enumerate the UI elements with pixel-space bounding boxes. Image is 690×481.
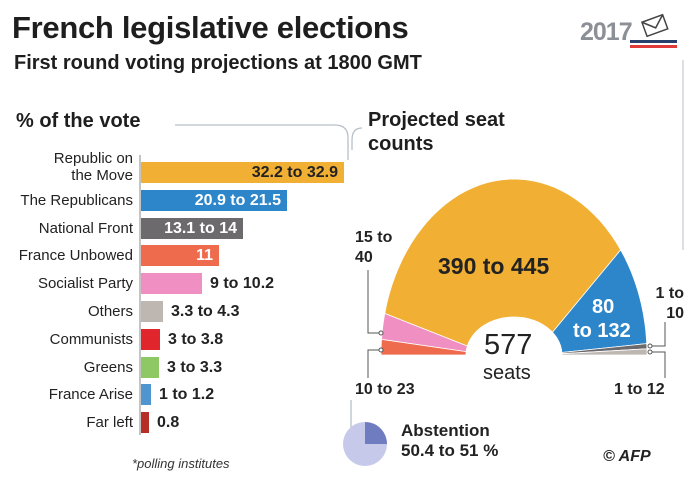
leader-line	[650, 322, 666, 347]
vote-bar	[141, 384, 151, 406]
vote-bar	[141, 356, 159, 378]
party-label: Others	[88, 303, 133, 320]
party-label-line: The Republicans	[20, 191, 133, 209]
party-label-line: National Front	[38, 219, 133, 237]
footnote: *polling institutes	[132, 456, 230, 471]
party-label-line: Republic on	[53, 150, 133, 167]
abstention-title: Abstention	[401, 421, 490, 440]
logo-year: 2017	[580, 18, 633, 46]
party-label: Communists	[50, 331, 133, 348]
vote-value-label: 3 to 3.3	[167, 358, 223, 376]
vote-bar	[141, 328, 160, 350]
abstention-pie-slice	[365, 422, 387, 444]
leader-line	[367, 270, 381, 334]
seat-slice	[561, 348, 648, 356]
leader-dot	[378, 347, 384, 353]
party-label-line: Communists	[49, 330, 133, 348]
vote-bar	[141, 273, 202, 295]
party-label: France Arise	[49, 386, 133, 403]
party-label-line: Greens	[83, 358, 133, 376]
vote-value-label: 0.8	[157, 414, 180, 432]
abstention-pie	[343, 422, 387, 466]
vote-value-label: 32.2 to 32.9	[251, 164, 338, 181]
vote-value-label: 20.9 to 21.5	[194, 191, 281, 209]
vote-value-label: 9 to 10.2	[210, 275, 275, 293]
party-label-line: Socialist Party	[37, 275, 133, 293]
seat-slice	[561, 343, 648, 355]
vote-value-label: 1 to 1.2	[159, 386, 215, 404]
party-label: National Front	[39, 220, 133, 237]
party-label: France Unbowed	[19, 247, 133, 264]
vote-value-label: 3 to 3.8	[168, 330, 224, 348]
vote-bar	[141, 412, 149, 434]
party-label: Socialist Party	[38, 275, 133, 292]
seat-label-ps: 15 to 40	[355, 229, 393, 266]
party-label: Greens	[84, 359, 133, 376]
vote-bar	[141, 301, 163, 322]
party-label-line: France Arise	[48, 386, 133, 404]
afp-credit: © AFP	[603, 448, 651, 465]
seat-label-fi: 10 to 23	[355, 381, 415, 398]
abstention-value: 50.4 to 51 %	[401, 441, 499, 460]
leader-dot	[378, 330, 384, 336]
vote-section-title: % of the vote	[16, 110, 141, 132]
total-seats: 577	[484, 329, 533, 361]
seat-label-others: 1 to 12	[614, 381, 665, 398]
vote-value-label: 3.3 to 4.3	[171, 303, 240, 320]
seat-label-fn: 1 to 10	[655, 285, 684, 322]
vote-bar	[141, 162, 344, 183]
vote-bar	[141, 245, 219, 267]
seat-label-lr-b: to 132	[573, 320, 631, 342]
party-label-line: the Move	[71, 167, 133, 184]
seats-section-title: Projected seat counts	[368, 109, 505, 155]
vote-value-label: 11	[196, 247, 213, 265]
party-label-line: Others	[87, 303, 133, 320]
party-label: Republic on the Move	[54, 150, 133, 184]
vote-bar	[141, 189, 287, 211]
vote-value-label: 13.1 to 14	[164, 219, 237, 237]
seat-label-lrem: 390 to 445	[438, 253, 550, 279]
leader-dot	[647, 349, 653, 355]
envelope-icon	[630, 13, 677, 48]
election-2017-logo: 2017	[580, 12, 680, 52]
total-seats-unit: seats	[483, 362, 531, 384]
leader-line	[650, 351, 666, 378]
party-label-line: Far left	[86, 414, 133, 432]
party-label-line: France Unbowed	[18, 247, 133, 265]
leader-line	[367, 349, 381, 378]
vote-bar	[141, 217, 243, 239]
seat-label-lr-a: 80	[592, 296, 615, 318]
page-title: French legislative elections	[12, 10, 409, 45]
party-label: Far left	[86, 414, 133, 431]
page-subtitle: First round voting projections at 1800 G…	[14, 52, 422, 74]
party-label: The Republicans	[20, 192, 133, 209]
leader-dot	[647, 343, 653, 349]
